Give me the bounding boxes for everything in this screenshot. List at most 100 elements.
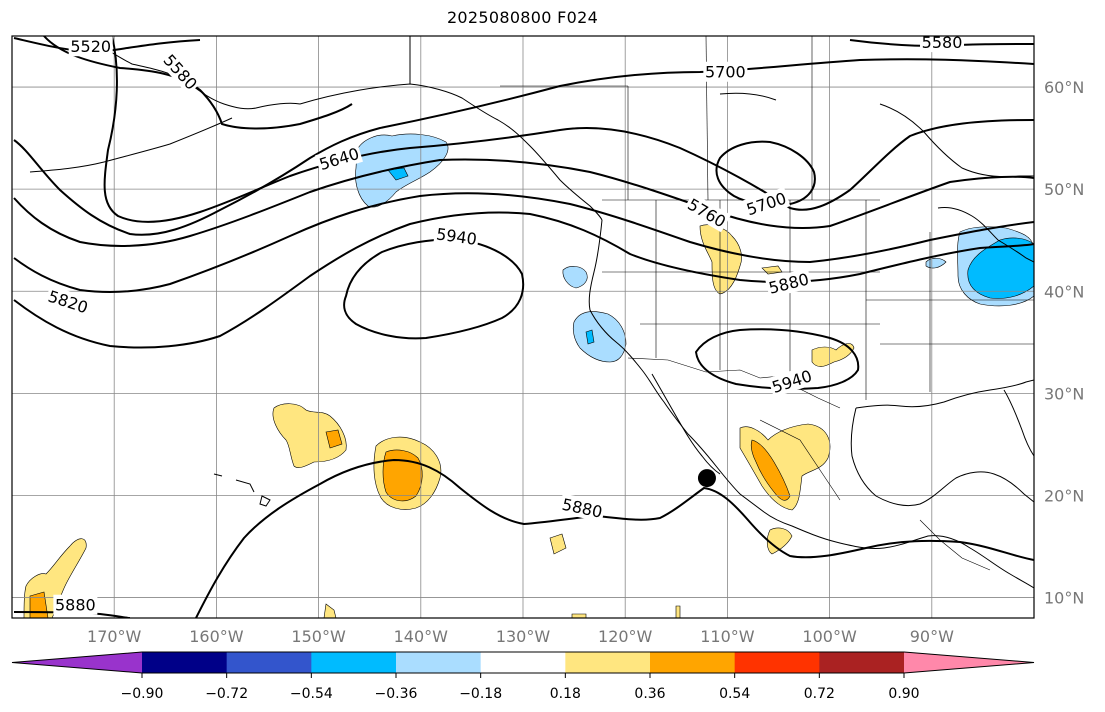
contour-5880-south	[195, 458, 1034, 618]
colorbar-tick-label: 0.54	[719, 686, 750, 702]
contour-label-bg	[742, 187, 791, 220]
contour-label-bg	[158, 48, 203, 95]
figure-title: 2025080800 F024	[446, 8, 599, 27]
contour-5580-west	[43, 36, 353, 130]
colorbar-tick-label: −0.54	[290, 686, 333, 702]
colorbar-segment	[819, 652, 905, 673]
contour-label-bg	[682, 192, 732, 233]
coastline-baja	[651, 373, 721, 475]
border-mexico-states	[759, 419, 841, 501]
contour-label-group: 5520	[68, 36, 113, 57]
contour-label-bg	[767, 364, 816, 398]
coastline-hawaii-3	[259, 495, 271, 507]
lon-tick-label: 100°W	[802, 627, 857, 646]
contour-label-group: 5940	[433, 223, 480, 250]
lat-tick-label: 20°N	[1044, 486, 1084, 505]
colorbar-segment	[734, 652, 820, 673]
storm-center-marker	[697, 469, 716, 488]
colorbar-segment	[311, 652, 397, 673]
contour-label-bg	[920, 36, 965, 53]
shade-blue-gulf-of-alaska	[387, 167, 409, 181]
colorbar-tick-label: 0.18	[550, 686, 581, 702]
shade-yellow-bottom-b	[571, 613, 587, 618]
contour-label-group: 5700	[742, 187, 791, 220]
shade-light-blue-lake-superior	[925, 257, 947, 269]
shade-orange-sonora	[750, 439, 791, 501]
coastline-alaska-peninsula	[29, 117, 233, 173]
contour-label-bg	[53, 594, 98, 615]
contour-label-bg	[764, 268, 813, 299]
colorbar-tick-label: −0.18	[459, 686, 502, 702]
lon-tick-label: 120°W	[598, 627, 653, 646]
coastline-hawaii-2	[235, 479, 255, 493]
contour-label: 5880	[55, 596, 96, 615]
colorbar-segment	[565, 652, 651, 673]
contour-label-bg	[558, 493, 606, 523]
map-panel: 5520558055805700564057005760594058805820…	[12, 33, 1034, 618]
shade-yellow-jalisco	[766, 527, 793, 555]
lat-tick-label: 60°N	[1044, 78, 1084, 97]
shade-yellow-gulf-of-california	[739, 423, 831, 511]
lon-tick-label: 90°W	[910, 627, 954, 646]
lat-tick-label: 50°N	[1044, 180, 1084, 199]
colorbar-segment	[142, 652, 228, 673]
colorbar-segment	[480, 652, 566, 673]
border-us-mexico	[627, 357, 841, 409]
shade-blue-california	[585, 329, 595, 345]
shade-yellow-pacific-a	[272, 403, 347, 468]
shade-light-blue-oregon-coast	[562, 266, 588, 289]
lon-tick-label: 170°W	[87, 627, 142, 646]
height-contours	[13, 36, 1034, 618]
contour-5820	[13, 192, 1034, 293]
contour-label: 5700	[705, 63, 746, 82]
contour-5700-closed	[715, 140, 816, 206]
colorbar-segment	[396, 652, 482, 673]
coastline-yucatan	[850, 407, 1034, 507]
colorbar-tick-label: −0.36	[375, 686, 418, 702]
contour-label-bg	[44, 285, 93, 318]
lon-tick-label: 160°W	[189, 627, 244, 646]
lat-tick-label: 30°N	[1044, 384, 1084, 403]
border-central-america	[919, 519, 991, 571]
coastline-alaska-south	[299, 83, 603, 221]
contour-5700	[103, 36, 1034, 223]
shade-orange-pacific-a	[325, 429, 343, 449]
contour-5880-north	[13, 211, 1034, 349]
shade-yellow-new-mexico	[811, 343, 855, 367]
lon-tick-label: 140°W	[394, 627, 449, 646]
lon-tick-label: 150°W	[291, 627, 346, 646]
coastlines	[29, 36, 1034, 589]
map-frame	[11, 35, 1035, 619]
shade-yellow-pacific-c	[549, 533, 567, 555]
contour-5640	[13, 58, 1034, 236]
contour-label-bg	[68, 36, 113, 57]
contour-5940-pacific	[343, 238, 525, 340]
contour-5760	[13, 158, 1034, 247]
colorbar-tick-label: 0.90	[888, 686, 919, 702]
colorbar: −0.90 −0.72 −0.54 −0.36 −0.18 0.18 0.36 0.54 0.7…	[11, 651, 1035, 702]
lat-tick-label: 10°N	[1044, 589, 1084, 608]
colorbar-tick-label: −0.72	[205, 686, 248, 702]
contour-label-bg	[433, 223, 480, 250]
shade-yellow-bottom-a	[323, 603, 337, 618]
colorbar-extend-low	[12, 652, 142, 673]
shade-light-blue-california	[572, 311, 627, 363]
latitude-tick-labels: 10°N 20°N 30°N 40°N 50°N 60°N	[1044, 78, 1084, 608]
colorbar-extend-high	[904, 652, 1034, 673]
lon-tick-label: 130°W	[496, 627, 551, 646]
colorbar-tick-label: −0.90	[121, 686, 164, 702]
colorbar-tick-label: 0.36	[634, 686, 665, 702]
colorbar-tick-label: 0.72	[804, 686, 835, 702]
contour-label: 5580	[922, 33, 963, 52]
colorbar-segment	[226, 652, 312, 673]
shade-yellow-bottom-c	[675, 605, 681, 618]
contour-5880-sw-corner	[13, 611, 131, 618]
colorbar-segment	[650, 652, 736, 673]
contour-5940-southwest	[694, 328, 860, 390]
lat-tick-label: 40°N	[1044, 282, 1084, 301]
contour-label-bg	[703, 61, 748, 82]
coastline-pacific-northwest	[588, 219, 1034, 589]
coastline-gulf-of-mexico	[855, 379, 1034, 409]
contour-label: 5520	[70, 37, 111, 56]
